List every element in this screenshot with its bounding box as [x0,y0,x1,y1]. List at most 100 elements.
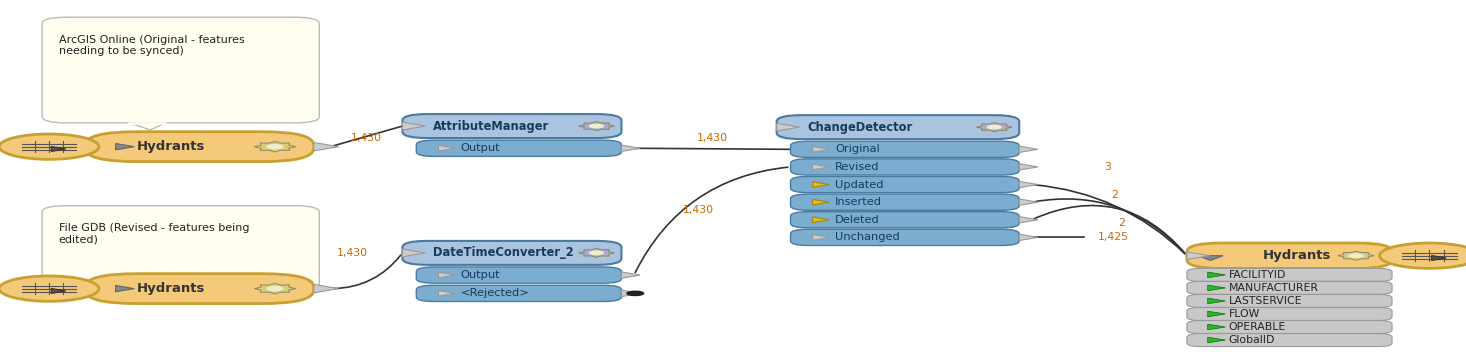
Polygon shape [116,143,135,150]
Text: FACILITYID: FACILITYID [1229,270,1286,280]
Text: 2: 2 [1119,218,1126,228]
FancyBboxPatch shape [1187,307,1393,321]
Polygon shape [1432,256,1445,261]
Text: Updated: Updated [834,180,884,190]
Polygon shape [1019,199,1038,205]
Text: ChangeDetector: ChangeDetector [808,121,912,133]
FancyBboxPatch shape [416,285,622,301]
Circle shape [0,134,98,159]
Circle shape [589,251,604,255]
Text: <Rejected>: <Rejected> [460,288,529,299]
FancyBboxPatch shape [43,206,320,292]
FancyBboxPatch shape [790,176,1019,193]
FancyBboxPatch shape [1187,243,1393,268]
FancyBboxPatch shape [43,17,320,123]
Polygon shape [116,285,135,292]
Circle shape [267,286,283,291]
Text: 3: 3 [1104,162,1111,172]
Circle shape [589,124,604,128]
Circle shape [627,291,644,295]
Text: LASTSERVICE: LASTSERVICE [1229,296,1302,306]
Polygon shape [812,164,830,170]
Text: OPERABLE: OPERABLE [1229,322,1286,332]
Text: ArcGIS Online (Original - features
needing to be synced): ArcGIS Online (Original - features needi… [59,35,245,56]
FancyBboxPatch shape [403,114,622,138]
Polygon shape [254,283,296,294]
Text: GlobalID: GlobalID [1229,335,1275,345]
FancyArrowPatch shape [1035,185,1185,254]
Polygon shape [1019,217,1038,223]
Polygon shape [1208,311,1226,317]
Circle shape [267,145,283,149]
Polygon shape [129,123,166,130]
Polygon shape [403,122,425,130]
Polygon shape [438,146,454,151]
Polygon shape [1338,251,1374,260]
Polygon shape [438,290,454,296]
FancyBboxPatch shape [790,194,1019,210]
FancyArrowPatch shape [333,255,400,289]
FancyBboxPatch shape [416,140,622,156]
Polygon shape [254,141,296,152]
Polygon shape [51,289,66,293]
Text: Hydrants: Hydrants [136,140,205,153]
Polygon shape [579,121,614,131]
Polygon shape [622,290,641,296]
FancyBboxPatch shape [1187,282,1393,294]
FancyArrowPatch shape [1035,199,1185,253]
Polygon shape [314,142,339,151]
FancyBboxPatch shape [790,212,1019,228]
FancyBboxPatch shape [1187,321,1393,334]
Polygon shape [1208,298,1226,304]
FancyBboxPatch shape [85,274,314,304]
Text: 1,430: 1,430 [337,248,368,258]
FancyBboxPatch shape [1187,334,1393,346]
Polygon shape [438,272,454,278]
Text: FLOW: FLOW [1229,309,1259,319]
Text: DateTimeConverter_2: DateTimeConverter_2 [432,246,573,260]
Circle shape [1380,243,1466,268]
FancyArrowPatch shape [635,167,787,273]
Text: 1,430: 1,430 [683,206,714,215]
Polygon shape [1019,234,1038,241]
Text: Original: Original [834,144,880,154]
Polygon shape [812,182,830,187]
Polygon shape [1019,164,1038,170]
Text: Unchanged: Unchanged [834,233,900,242]
Text: Revised: Revised [834,162,880,172]
Polygon shape [812,235,830,240]
Text: 1,430: 1,430 [350,133,383,143]
Text: File GDB (Revised - features being
edited): File GDB (Revised - features being edite… [59,223,249,245]
Polygon shape [1019,146,1038,153]
Text: Output: Output [460,143,500,153]
Polygon shape [1208,272,1226,278]
Polygon shape [403,249,425,257]
Text: 1,425: 1,425 [1098,233,1129,242]
Circle shape [988,125,1001,129]
Polygon shape [812,200,830,205]
Text: Hydrants: Hydrants [136,282,205,295]
FancyBboxPatch shape [790,229,1019,245]
Polygon shape [1208,324,1226,330]
Polygon shape [129,292,166,294]
FancyBboxPatch shape [790,141,1019,157]
Polygon shape [51,147,66,152]
Polygon shape [812,217,830,223]
FancyBboxPatch shape [403,241,622,265]
FancyBboxPatch shape [777,115,1019,139]
Polygon shape [622,272,641,278]
Polygon shape [314,284,339,293]
Polygon shape [1208,337,1226,343]
Polygon shape [579,248,614,257]
Polygon shape [1198,256,1223,261]
Text: Deleted: Deleted [834,215,880,225]
Polygon shape [1019,181,1038,188]
Polygon shape [1187,252,1209,260]
FancyBboxPatch shape [1187,268,1393,282]
Text: AttributeManager: AttributeManager [432,120,550,132]
FancyBboxPatch shape [85,132,314,162]
Text: MANUFACTURER: MANUFACTURER [1229,283,1318,293]
FancyBboxPatch shape [416,267,622,283]
Polygon shape [976,122,1013,132]
Text: Output: Output [460,270,500,280]
